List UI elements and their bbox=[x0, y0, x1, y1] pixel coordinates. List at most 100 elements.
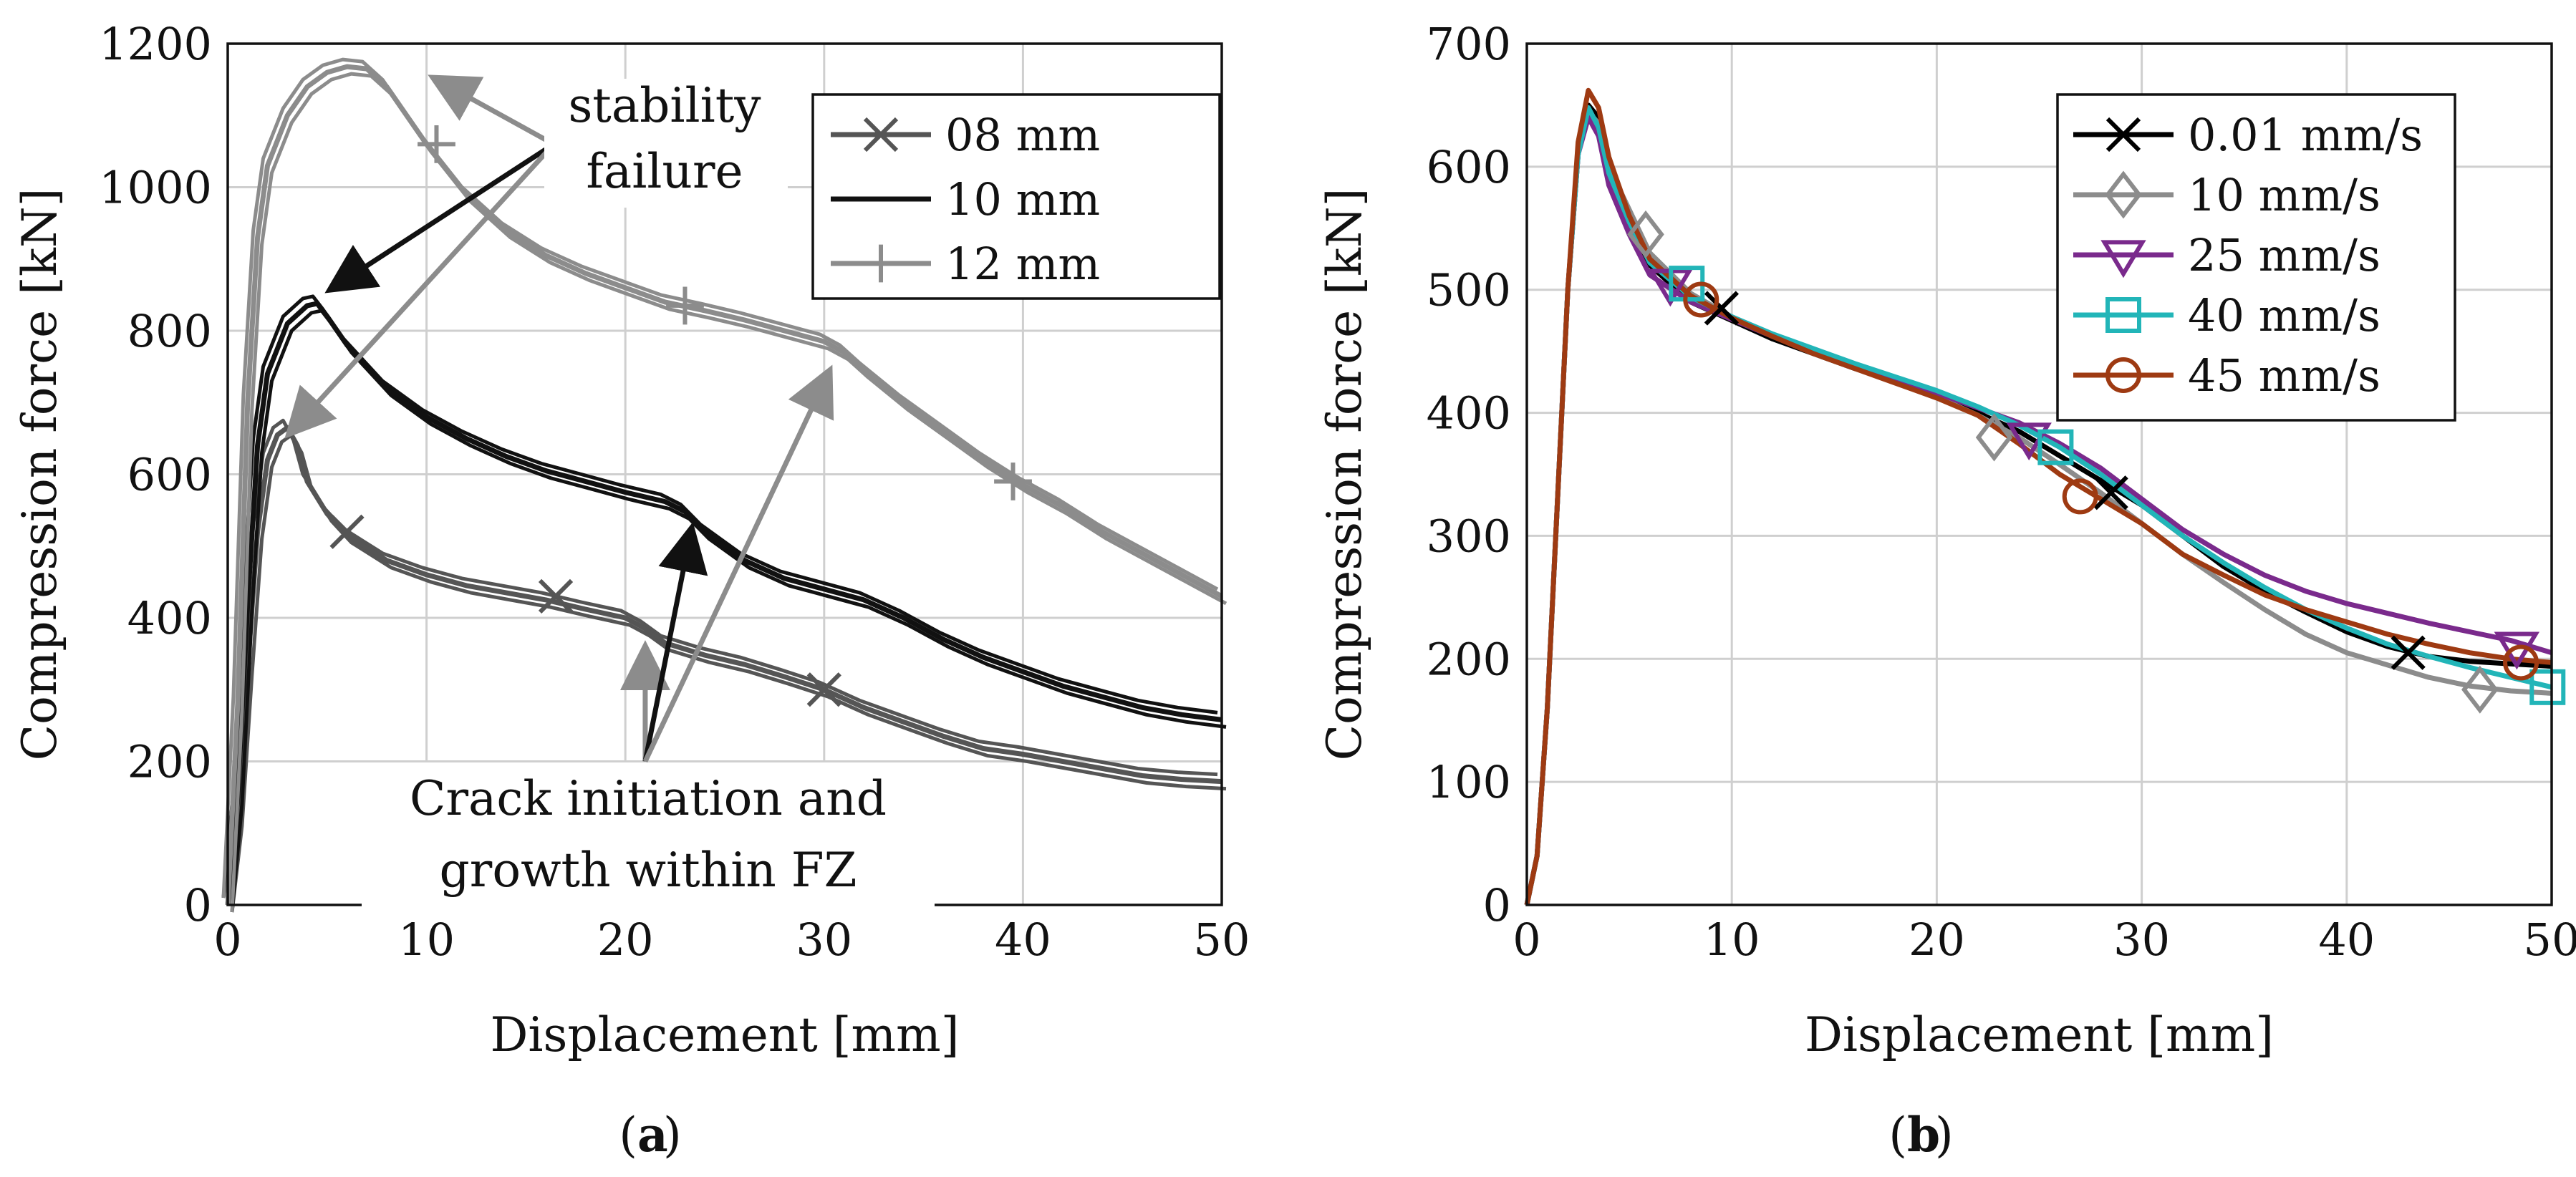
y-tick-label: 700 bbox=[1427, 18, 1511, 70]
legend-label: 10 mm bbox=[945, 173, 1100, 226]
panel-a-caption-letter: a bbox=[637, 1107, 668, 1163]
panel-b-y-axis-label: Compression force [kN] bbox=[1317, 188, 1372, 761]
panel-a-caption: ( a ) bbox=[619, 1107, 682, 1163]
y-tick-label: 500 bbox=[1427, 264, 1511, 316]
series-line bbox=[225, 425, 1222, 906]
x-tick-label: 20 bbox=[1909, 914, 1965, 966]
series-marker bbox=[994, 462, 1032, 500]
series-marker bbox=[1683, 281, 1719, 318]
panel-a-tick-labels: 0 10 20 30 40 50 0 200 400 600 800 1000 1200 bbox=[99, 18, 1250, 966]
panel-b-x-axis-label: Displacement [mm] bbox=[1805, 1007, 2274, 1062]
legend-marker bbox=[2105, 170, 2142, 219]
series-marker bbox=[1704, 291, 1740, 326]
series-marker bbox=[1627, 210, 1664, 258]
series-replicate-line bbox=[221, 418, 1218, 899]
y-tick-label: 400 bbox=[1427, 387, 1511, 440]
panel-a-caption-close: ) bbox=[663, 1108, 682, 1163]
series-marker bbox=[329, 514, 365, 549]
x-tick-label: 0 bbox=[213, 914, 241, 966]
crack-annotation-bg bbox=[362, 762, 935, 909]
series-marker bbox=[538, 578, 574, 614]
y-tick-label: 400 bbox=[127, 592, 212, 644]
series-line bbox=[225, 301, 1222, 906]
y-tick-label: 100 bbox=[1427, 756, 1511, 808]
y-tick-label: 0 bbox=[1483, 879, 1511, 931]
series-line bbox=[225, 64, 1223, 906]
series-marker bbox=[2062, 478, 2098, 515]
series-marker bbox=[2503, 644, 2539, 681]
legend-label: 10 mm/s bbox=[2188, 169, 2380, 221]
panel-a-arrows bbox=[284, 74, 834, 762]
series-marker bbox=[2529, 669, 2566, 705]
legend-label: 45 mm/s bbox=[2188, 349, 2380, 402]
series-marker bbox=[2461, 665, 2499, 714]
legend-marker bbox=[2105, 117, 2141, 152]
crack-annotation-line2: growth within FZ bbox=[440, 843, 857, 898]
series-marker bbox=[806, 672, 841, 707]
panel-a-legend: 08 mm 10 mm 12 mm bbox=[811, 93, 1221, 300]
series-marker bbox=[418, 125, 455, 163]
x-tick-label: 50 bbox=[1194, 914, 1250, 966]
legend-label: 40 mm/s bbox=[2188, 289, 2380, 342]
series-replicate-line bbox=[221, 57, 1219, 899]
legend-label: 12 mm bbox=[945, 238, 1100, 290]
x-tick-label: 0 bbox=[1513, 914, 1540, 966]
y-tick-label: 800 bbox=[127, 305, 212, 357]
legend-marker bbox=[863, 117, 899, 152]
annotation-arrow bbox=[642, 521, 708, 762]
panel-b-curves bbox=[1524, 87, 2553, 906]
x-tick-label: 10 bbox=[398, 914, 455, 966]
series-marker bbox=[2037, 429, 2074, 465]
y-tick-label: 200 bbox=[127, 736, 212, 788]
series-replicate-line bbox=[221, 294, 1218, 899]
x-tick-label: 30 bbox=[2113, 914, 2170, 966]
x-tick-label: 30 bbox=[796, 914, 852, 966]
legend-label: 0.01 mm/s bbox=[2188, 109, 2423, 161]
x-tick-label: 10 bbox=[1704, 914, 1760, 966]
series-marker bbox=[666, 286, 704, 325]
panel-a-x-axis-label: Displacement [mm] bbox=[491, 1007, 960, 1062]
panel-b-caption-letter: b bbox=[1907, 1107, 1940, 1163]
y-tick-label: 0 bbox=[184, 879, 212, 931]
series-marker bbox=[2391, 635, 2426, 670]
panel-a-y-axis-label: Compression force [kN] bbox=[12, 188, 67, 761]
series-marker bbox=[1975, 413, 2013, 462]
series-marker bbox=[2093, 475, 2128, 510]
crack-annotation-line1: Crack initiation and bbox=[410, 771, 887, 826]
panel-b-legend: 0.01 mm/s 10 mm/s 25 mm/s 40 mm/s 45 mm/s bbox=[2056, 93, 2456, 422]
panel-a-caption-open: ( bbox=[619, 1108, 637, 1163]
stability-annotation: stability failure bbox=[544, 78, 788, 208]
panel-b-caption-open: ( bbox=[1888, 1108, 1907, 1163]
y-tick-label: 300 bbox=[1427, 510, 1511, 562]
legend-label: 25 mm/s bbox=[2188, 229, 2380, 281]
panel-b-axes-frame bbox=[1525, 42, 2553, 906]
y-tick-label: 1000 bbox=[99, 162, 212, 214]
x-tick-label: 20 bbox=[597, 914, 654, 966]
crack-annotation: Crack initiation and growth within FZ bbox=[362, 762, 935, 909]
panel-b-caption-close: ) bbox=[1935, 1108, 1954, 1163]
stability-annotation-line2: failure bbox=[586, 144, 743, 199]
panel-a-chart: 0 10 20 30 40 50 0 200 400 600 800 1000 1200 Displac… bbox=[12, 18, 1250, 1163]
series-line bbox=[1524, 105, 2552, 906]
legend-label: 08 mm bbox=[945, 109, 1100, 161]
y-tick-label: 1200 bbox=[99, 18, 212, 70]
legend-marker bbox=[2100, 240, 2146, 278]
panel-a-markers bbox=[329, 125, 1032, 707]
stability-annotation-bg bbox=[544, 79, 788, 208]
stability-annotation-line1: stability bbox=[568, 78, 761, 133]
y-tick-label: 200 bbox=[1427, 633, 1511, 685]
y-tick-label: 600 bbox=[127, 449, 212, 501]
legend-marker bbox=[2105, 297, 2141, 333]
x-tick-label: 40 bbox=[995, 914, 1051, 966]
annotation-arrow bbox=[642, 364, 834, 762]
series-line bbox=[1524, 87, 2552, 906]
y-tick-label: 600 bbox=[1427, 141, 1511, 193]
legend-marker bbox=[2105, 357, 2141, 393]
legend-marker bbox=[862, 244, 900, 283]
x-tick-label: 40 bbox=[2318, 914, 2375, 966]
panel-b-caption: ( b ) bbox=[1888, 1107, 1954, 1163]
annotation-arrow bbox=[324, 142, 556, 294]
